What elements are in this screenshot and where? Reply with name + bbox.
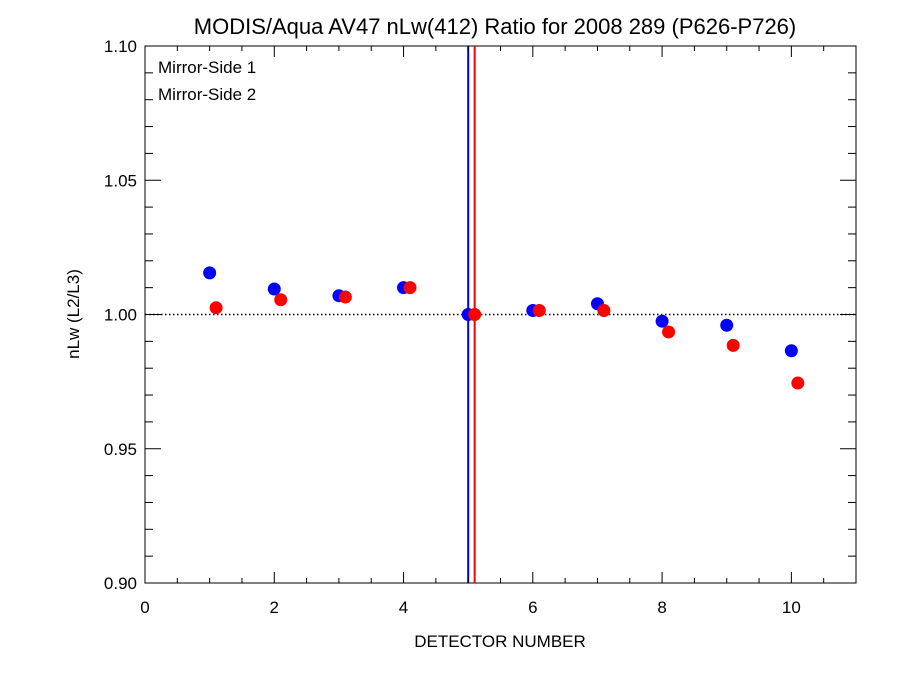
chart-title: MODIS/Aqua AV47 nLw(412) Ratio for 2008 …	[194, 14, 797, 39]
point-mirror-side-2	[532, 303, 546, 317]
point-mirror-side-2	[338, 290, 352, 304]
axis-ticks-group	[144, 45, 857, 584]
legend-entry: Mirror-Side 1	[158, 58, 256, 77]
x-axis-label: DETECTOR NUMBER	[414, 632, 586, 651]
point-mirror-side-2	[403, 281, 417, 295]
point-mirror-side-2	[597, 303, 611, 317]
point-mirror-side-1	[784, 344, 798, 358]
y-tick-label: 0.95	[104, 440, 137, 459]
legend: Mirror-Side 1 Mirror-Side 2	[158, 58, 256, 104]
point-mirror-side-1	[267, 282, 281, 296]
point-mirror-side-2	[209, 301, 223, 315]
y-tick-label: 1.10	[104, 37, 137, 56]
x-tick-label: 10	[782, 598, 801, 617]
x-tick-label: 0	[140, 598, 149, 617]
point-mirror-side-2	[726, 338, 740, 352]
y-tick-label: 1.00	[104, 306, 137, 325]
y-axis-label: nLw (L2/L3)	[64, 269, 83, 359]
point-mirror-side-1	[655, 314, 669, 328]
point-mirror-side-2	[468, 308, 482, 321]
x-tick-label: 2	[270, 598, 279, 617]
y-tick-label: 0.90	[104, 574, 137, 593]
x-tick-label: 8	[657, 598, 666, 617]
point-mirror-side-2	[662, 325, 676, 339]
point-mirror-side-1	[203, 266, 217, 280]
data-points-group	[203, 266, 805, 390]
point-mirror-side-1	[720, 318, 734, 332]
y-tick-label: 1.05	[104, 171, 137, 190]
x-tick-label: 6	[528, 598, 537, 617]
tick-labels-group: 0 2 4 6 8 10 0.90 0.95 1.00 1.05 1.10	[104, 37, 801, 617]
legend-entry: Mirror-Side 2	[158, 85, 256, 104]
x-tick-label: 4	[399, 598, 408, 617]
point-mirror-side-2	[791, 376, 805, 390]
point-mirror-side-2	[274, 293, 288, 307]
